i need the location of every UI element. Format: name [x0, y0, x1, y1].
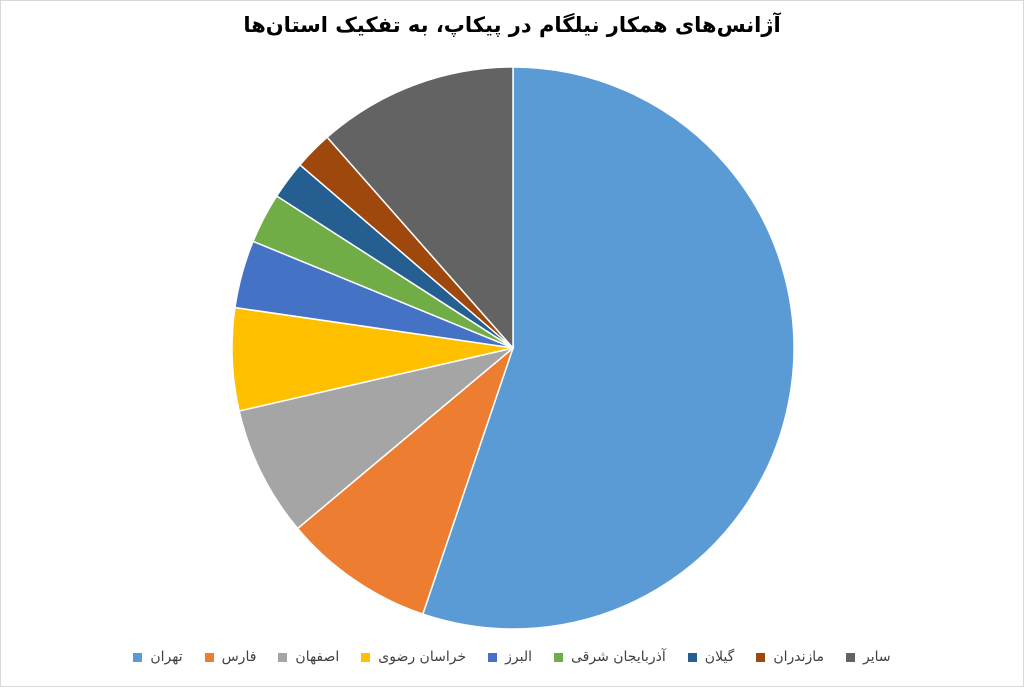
legend-swatch [204, 652, 214, 662]
legend-item: اصفهان [278, 649, 339, 665]
legend-label: تهران [150, 649, 183, 665]
legend-item: البرز [488, 649, 532, 665]
legend-swatch [846, 652, 856, 662]
legend-swatch [361, 652, 371, 662]
chart-title: آژانس‌های همکار نیلگام در پیکاپ، به تفکی… [243, 13, 781, 37]
pie-slice [326, 66, 514, 350]
legend-label: البرز [505, 649, 532, 665]
legend-swatch [687, 652, 697, 662]
legend-item: فارس [204, 649, 257, 665]
legend-label: مازندران [773, 649, 825, 665]
legend-swatch [553, 652, 563, 662]
legend-item: آذربایجان شرقی [553, 649, 666, 665]
legend-label: فارس [221, 649, 257, 665]
legend-label: آذربایجان شرقی [570, 649, 666, 665]
legend-item: خراسان رضوی [361, 649, 466, 665]
legend-swatch [488, 652, 498, 662]
legend-item: تهران [133, 649, 183, 665]
legend: تهران فارس اصفهان خراسان رضوی البرز آذربایجان… [1, 649, 1023, 665]
pie-slice [421, 66, 795, 630]
pie-area [231, 66, 795, 630]
legend-swatch [278, 652, 288, 662]
legend-swatch [756, 652, 766, 662]
legend-label: اصفهان [295, 649, 340, 665]
legend-item: گیلان [687, 649, 735, 665]
legend-label: خراسان رضوی [378, 649, 467, 665]
legend-item: مازندران [756, 649, 824, 665]
legend-item: سایر [846, 649, 891, 665]
legend-swatch [133, 652, 143, 662]
pie-slice [238, 347, 514, 530]
legend-label: سایر [863, 649, 891, 665]
legend-label: گیلان [704, 649, 735, 665]
pie-slice [296, 345, 515, 616]
